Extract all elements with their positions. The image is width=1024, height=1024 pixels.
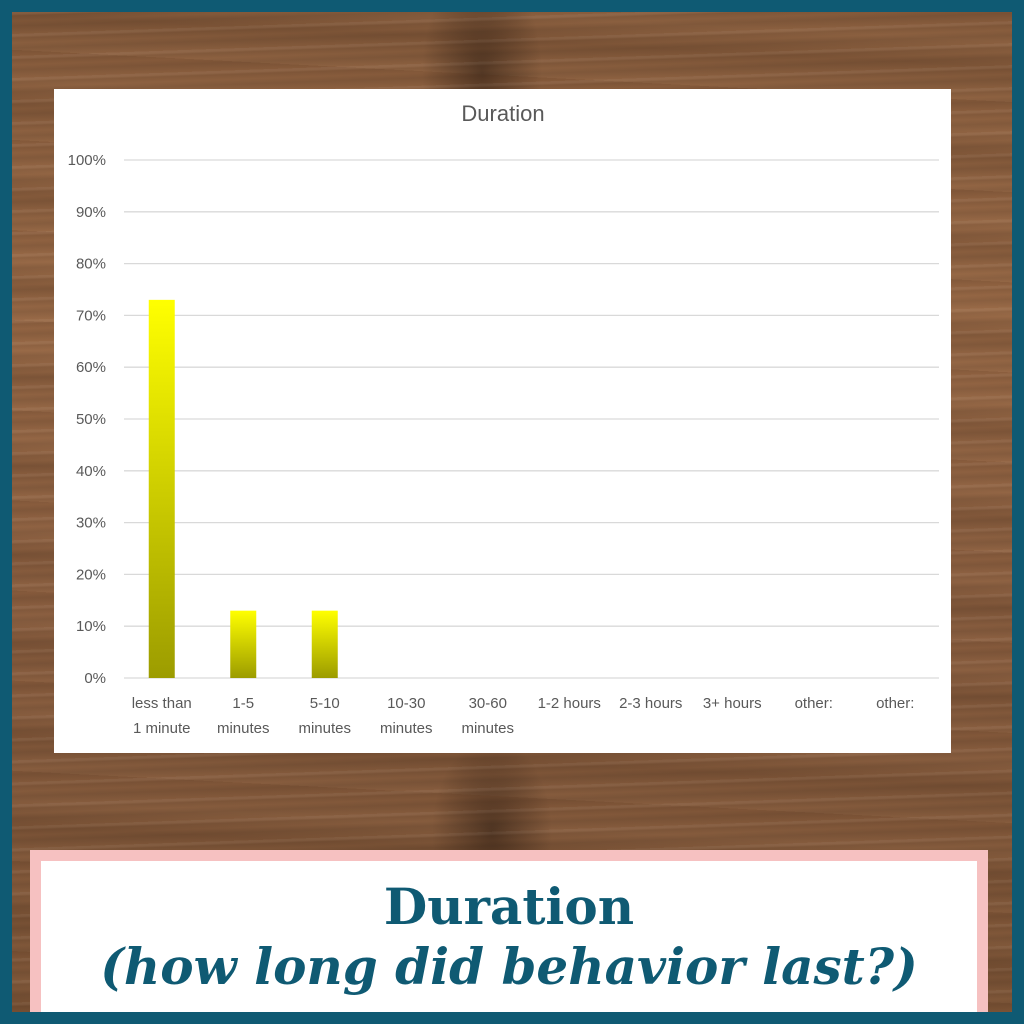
y-tick-label: 60% (76, 359, 106, 376)
chart-title: Duration (461, 101, 544, 126)
y-tick-label: 50% (76, 411, 106, 428)
y-tick-label: 30% (76, 515, 106, 532)
bar (230, 610, 257, 678)
x-tick-label: other: (795, 695, 833, 712)
caption-subtitle: (how long did behavior last?) (100, 937, 918, 996)
x-tick-label: 1-5 minutes (217, 695, 270, 737)
x-tick-label: 1-2 hours (538, 695, 601, 712)
x-tick-label: 2-3 hours (619, 695, 682, 712)
y-tick-label: 40% (76, 463, 106, 480)
caption-box: Duration (how long did behavior last?) (30, 850, 988, 1012)
x-tick-label: 30-60 minutes (461, 695, 514, 737)
caption-title: Duration (383, 877, 635, 936)
gridlines (124, 159, 939, 679)
bar (148, 299, 175, 678)
duration-bar-chart: Duration 0% 10% 20% 30% 40% 50% 60% 70% 80% 90% 10… (68, 101, 939, 737)
chart-card: Duration 0% 10% 20% 30% 40% 50% 60% 70% 80% 90% 10… (54, 89, 951, 753)
y-tick-label: 90% (76, 204, 106, 221)
x-tick-label: other: (876, 695, 914, 712)
y-tick-label: 80% (76, 256, 106, 273)
y-axis-ticks: 0% 10% 20% 30% 40% 50% 60% 70% 80% 90% 100% (68, 152, 106, 687)
y-tick-label: 70% (76, 307, 106, 324)
y-tick-label: 100% (68, 152, 106, 169)
x-axis-ticks: less than 1 minute 1-5 minutes 5-10 minutes 10… (132, 695, 915, 737)
y-tick-label: 20% (76, 566, 106, 583)
x-tick-label: 5-10 minutes (298, 695, 351, 737)
bars (148, 299, 338, 678)
x-tick-label: 10-30 minutes (380, 695, 433, 737)
y-tick-label: 0% (84, 670, 106, 687)
bar (311, 610, 338, 678)
x-tick-label: 3+ hours (703, 695, 762, 712)
y-tick-label: 10% (76, 618, 106, 635)
x-tick-label: less than 1 minute (132, 695, 192, 737)
